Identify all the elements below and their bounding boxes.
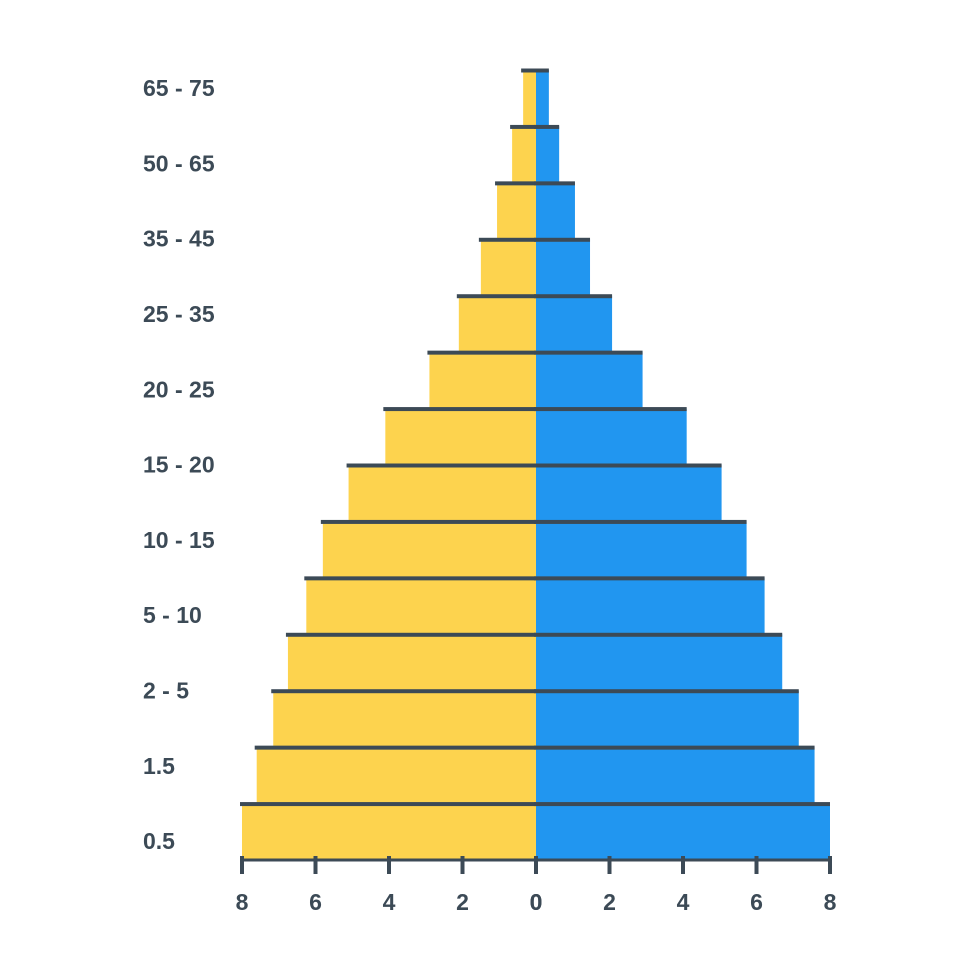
bar-edge bbox=[534, 576, 765, 581]
bar-edge bbox=[240, 802, 536, 807]
bar-edge bbox=[534, 745, 815, 750]
bar bbox=[536, 182, 575, 240]
x-tick-label: 6 bbox=[309, 889, 322, 915]
bar-edge bbox=[427, 350, 536, 355]
y-label: 50 - 65 bbox=[143, 150, 215, 176]
bar bbox=[273, 690, 536, 748]
bar-edge bbox=[254, 745, 536, 750]
y-label: 2 - 5 bbox=[143, 677, 189, 703]
bar-edge bbox=[534, 350, 643, 355]
bar bbox=[322, 521, 536, 578]
bar-edge bbox=[534, 181, 575, 186]
bar-edge bbox=[534, 237, 591, 242]
x-tick-label: 4 bbox=[677, 889, 690, 915]
bar bbox=[536, 521, 747, 578]
y-label: 5 - 10 bbox=[143, 602, 202, 628]
bar-edge bbox=[383, 407, 536, 412]
bar-edge bbox=[271, 689, 536, 694]
bar bbox=[536, 577, 765, 635]
x-tick-label: 2 bbox=[456, 889, 469, 915]
bar bbox=[536, 408, 687, 465]
y-label: 25 - 35 bbox=[143, 301, 215, 327]
bar bbox=[536, 634, 783, 691]
bar bbox=[480, 239, 536, 296]
y-label: 10 - 15 bbox=[143, 527, 215, 553]
y-label: 65 - 75 bbox=[143, 75, 215, 101]
bar bbox=[287, 634, 536, 691]
bar bbox=[429, 352, 536, 409]
bar-edge bbox=[534, 407, 687, 412]
bar-edge bbox=[534, 689, 799, 694]
bar-edge bbox=[304, 576, 536, 581]
x-tick-label: 8 bbox=[236, 889, 249, 915]
x-tick-label: 2 bbox=[603, 889, 616, 915]
bar-edge bbox=[534, 124, 560, 129]
bar bbox=[536, 747, 815, 804]
bar bbox=[536, 126, 560, 183]
bar bbox=[536, 803, 830, 860]
bar bbox=[536, 690, 799, 748]
bar-edge bbox=[478, 237, 536, 242]
bar bbox=[523, 70, 536, 127]
bar bbox=[536, 70, 549, 127]
bar bbox=[536, 465, 722, 522]
bar bbox=[536, 239, 591, 296]
bar-edge bbox=[320, 519, 536, 524]
bar bbox=[536, 352, 643, 409]
bar-edge bbox=[456, 294, 536, 299]
bar-edge bbox=[534, 68, 549, 73]
bar-edge bbox=[521, 68, 536, 73]
bar-edge bbox=[534, 294, 613, 299]
x-tick-label: 8 bbox=[824, 889, 837, 915]
x-tick-label: 6 bbox=[750, 889, 763, 915]
y-label: 20 - 25 bbox=[143, 376, 215, 402]
bar bbox=[458, 295, 536, 353]
bar-edge bbox=[534, 463, 722, 468]
x-tick-label: 0 bbox=[530, 889, 543, 915]
bar-edge bbox=[534, 519, 747, 524]
y-label: 0.5 bbox=[143, 828, 175, 854]
bar-edge bbox=[534, 632, 783, 637]
y-label: 35 - 45 bbox=[143, 226, 215, 252]
x-tick-label: 4 bbox=[383, 889, 396, 915]
bar bbox=[536, 295, 613, 353]
bar-edge bbox=[534, 802, 830, 807]
bar-edge bbox=[495, 181, 536, 186]
bar bbox=[256, 747, 536, 804]
y-label: 1.5 bbox=[143, 753, 175, 779]
bar-edge bbox=[346, 463, 536, 468]
bar-edge bbox=[285, 632, 536, 637]
bar bbox=[497, 182, 536, 240]
bar bbox=[306, 577, 536, 635]
bar bbox=[385, 408, 536, 465]
x-tick-label: 0 bbox=[530, 889, 543, 915]
bar bbox=[348, 465, 536, 522]
bar bbox=[512, 126, 536, 183]
bar-edge bbox=[510, 124, 536, 129]
y-label: 15 - 20 bbox=[143, 452, 215, 478]
bar bbox=[242, 803, 536, 860]
